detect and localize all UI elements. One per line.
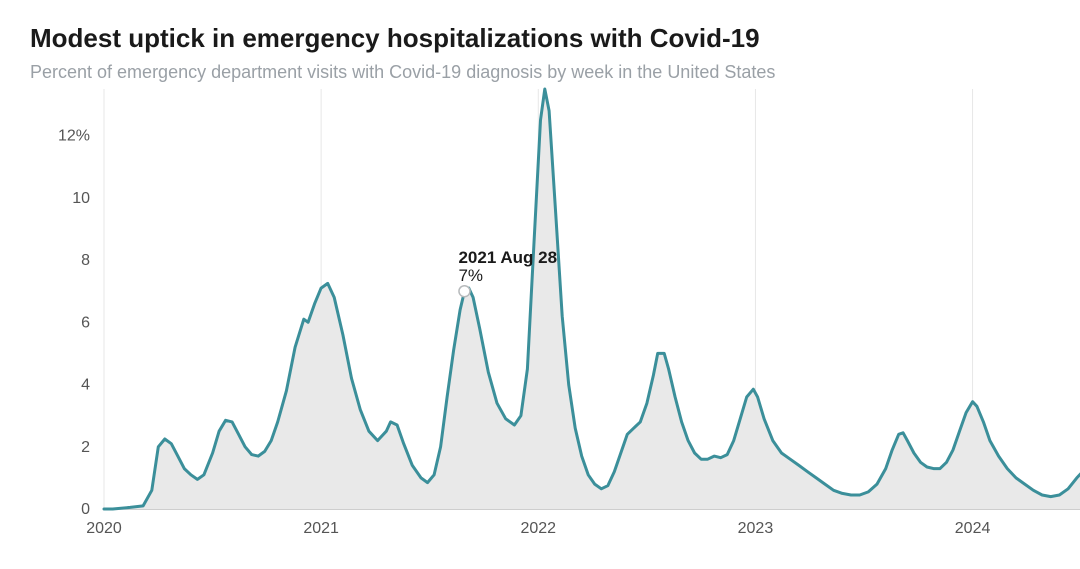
area-fill: [104, 89, 1080, 509]
chart-container: Modest uptick in emergency hospitalizati…: [0, 0, 1080, 569]
x-tick-label: 2023: [738, 520, 774, 537]
y-tick-label: 6: [81, 314, 90, 331]
callout-value: 7%: [458, 266, 483, 285]
y-tick-label: 12%: [58, 128, 90, 145]
y-tick-label: 8: [81, 252, 90, 269]
chart-title: Modest uptick in emergency hospitalizati…: [30, 22, 1050, 55]
y-tick-label: 4: [81, 376, 90, 393]
callout-marker: [459, 286, 470, 297]
chart-subtitle: Percent of emergency department visits w…: [30, 61, 1050, 84]
series-line: [104, 89, 1080, 509]
area-chart: 0 2 4 6 8 10 12% 2020 2021 2022 2023 2024 2021 Aug 2…: [30, 84, 1080, 558]
x-tick-label: 2022: [520, 520, 556, 537]
x-tick-label: 2024: [955, 520, 991, 537]
y-tick-label: 2: [81, 439, 90, 456]
callout-date: 2021 Aug 28: [458, 248, 557, 267]
x-tick-label: 2021: [303, 520, 339, 537]
x-tick-label: 2020: [86, 520, 122, 537]
y-tick-label: 10: [72, 190, 90, 207]
y-tick-label: 0: [81, 501, 90, 518]
